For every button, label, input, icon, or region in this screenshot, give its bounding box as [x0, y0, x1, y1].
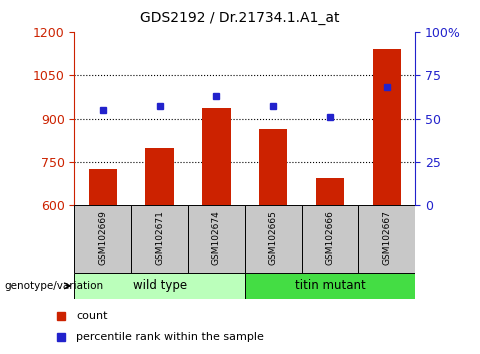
Text: GSM102674: GSM102674 [212, 210, 221, 265]
Text: GDS2192 / Dr.21734.1.A1_at: GDS2192 / Dr.21734.1.A1_at [140, 11, 340, 25]
Bar [316, 178, 344, 205]
Text: GSM102667: GSM102667 [382, 210, 391, 265]
Text: GSM102671: GSM102671 [155, 210, 164, 265]
Bar [202, 108, 230, 205]
Bar [188, 205, 245, 273]
Bar [359, 205, 415, 273]
Text: wild type: wild type [132, 279, 187, 292]
Text: GSM102669: GSM102669 [98, 210, 108, 265]
Bar [131, 205, 188, 273]
Text: GSM102666: GSM102666 [325, 210, 335, 265]
Bar [245, 205, 301, 273]
Bar [145, 148, 174, 205]
Text: percentile rank within the sample: percentile rank within the sample [76, 332, 264, 342]
Bar [89, 169, 117, 205]
Bar [259, 129, 288, 205]
Text: count: count [76, 311, 108, 321]
Bar [372, 49, 401, 205]
Bar [74, 273, 245, 299]
Bar [301, 205, 359, 273]
Text: genotype/variation: genotype/variation [5, 281, 104, 291]
Bar [245, 273, 415, 299]
Text: titin mutant: titin mutant [295, 279, 365, 292]
Text: GSM102665: GSM102665 [269, 210, 278, 265]
Bar [74, 205, 131, 273]
